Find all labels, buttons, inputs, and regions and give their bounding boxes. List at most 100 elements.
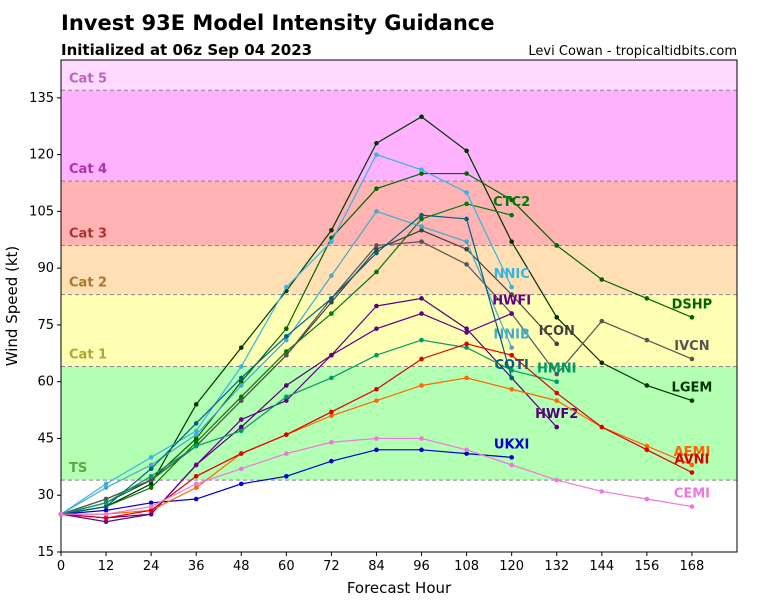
- x-tick-label: 48: [233, 559, 250, 574]
- data-point: [554, 341, 560, 347]
- data-point: [329, 375, 334, 381]
- data-point: [329, 273, 334, 279]
- category-band: [61, 245, 737, 295]
- data-point: [148, 481, 154, 487]
- x-tick-label: 12: [98, 559, 115, 574]
- data-point: [193, 474, 199, 479]
- data-point: [238, 481, 244, 487]
- data-point: [464, 326, 469, 332]
- data-point: [329, 299, 334, 305]
- data-point: [148, 474, 154, 479]
- data-point: [284, 284, 289, 290]
- y-axis-label: Wind Speed (kt): [3, 246, 21, 367]
- data-point: [464, 447, 469, 453]
- data-point: [58, 511, 64, 517]
- data-point: [374, 269, 379, 275]
- data-point: [509, 345, 514, 350]
- data-point: [329, 413, 334, 419]
- series-label: AEMI: [674, 445, 711, 460]
- data-point: [374, 246, 379, 252]
- data-point: [509, 212, 514, 218]
- data-point: [193, 462, 199, 468]
- series-label: DSHP: [672, 297, 713, 312]
- x-tick-label: 36: [188, 559, 205, 574]
- data-point: [284, 451, 289, 456]
- data-point: [554, 424, 560, 430]
- data-point: [238, 428, 244, 434]
- data-point: [599, 318, 605, 324]
- data-point: [509, 311, 514, 316]
- series-label: NNIC: [494, 267, 530, 282]
- x-tick-label: 144: [589, 559, 614, 574]
- plot-frame: [60, 59, 738, 553]
- data-point: [554, 390, 560, 396]
- data-point: [509, 368, 514, 373]
- series-label: HWF2: [535, 407, 578, 422]
- data-point: [419, 337, 424, 343]
- series-label: IVCN: [674, 339, 709, 354]
- data-point: [644, 496, 650, 502]
- data-point: [689, 470, 695, 475]
- series-label: NNIB: [493, 328, 530, 343]
- data-point: [419, 114, 424, 120]
- data-point: [464, 216, 469, 222]
- data-point: [419, 311, 424, 316]
- x-tick-label: 84: [368, 559, 385, 574]
- data-point: [464, 262, 469, 267]
- y-tick-label: 15: [37, 545, 54, 560]
- band-label: Cat 5: [69, 71, 107, 86]
- data-point: [284, 394, 289, 400]
- data-point: [689, 504, 695, 509]
- data-point: [284, 474, 289, 479]
- data-point: [238, 466, 244, 472]
- data-point: [284, 383, 289, 388]
- data-point: [374, 352, 379, 358]
- series-label: ICON: [539, 324, 575, 339]
- data-point: [284, 398, 289, 403]
- data-point: [419, 167, 424, 173]
- data-point: [148, 466, 154, 472]
- y-tick-label: 75: [37, 318, 54, 333]
- data-point: [103, 504, 109, 509]
- band-label: Cat 2: [69, 276, 107, 291]
- data-point: [374, 326, 379, 332]
- data-point: [374, 152, 379, 157]
- data-point: [464, 330, 469, 335]
- chart-title: Invest 93E Model Intensity Guidance: [61, 11, 495, 35]
- data-point: [193, 432, 199, 437]
- category-band: [61, 294, 737, 367]
- data-point: [193, 485, 199, 490]
- data-point: [464, 171, 469, 176]
- data-point: [464, 148, 469, 154]
- series-label: HWFI: [492, 294, 531, 309]
- data-point: [284, 432, 289, 437]
- data-point: [419, 239, 424, 244]
- data-point: [419, 436, 424, 441]
- data-point: [103, 485, 109, 490]
- data-point: [689, 315, 695, 320]
- data-point: [419, 171, 424, 176]
- data-point: [464, 190, 469, 195]
- data-point: [329, 409, 334, 415]
- data-point: [238, 417, 244, 422]
- y-tick-label: 60: [37, 375, 54, 390]
- category-band: [61, 90, 737, 182]
- series-label: CEMI: [674, 487, 710, 502]
- data-point: [193, 481, 199, 487]
- data-point: [284, 349, 289, 354]
- data-point: [419, 356, 424, 362]
- data-point: [689, 462, 695, 468]
- series-line: [60, 297, 558, 519]
- data-point: [419, 228, 424, 233]
- data-point: [419, 212, 424, 218]
- data-point: [509, 375, 514, 381]
- data-point: [554, 477, 560, 483]
- data-point: [554, 379, 560, 384]
- x-axis-label: Forecast Hour: [347, 579, 452, 597]
- data-point: [374, 250, 379, 256]
- data-point: [193, 496, 199, 502]
- data-point: [148, 500, 154, 506]
- data-point: [464, 239, 469, 244]
- data-point: [284, 337, 289, 343]
